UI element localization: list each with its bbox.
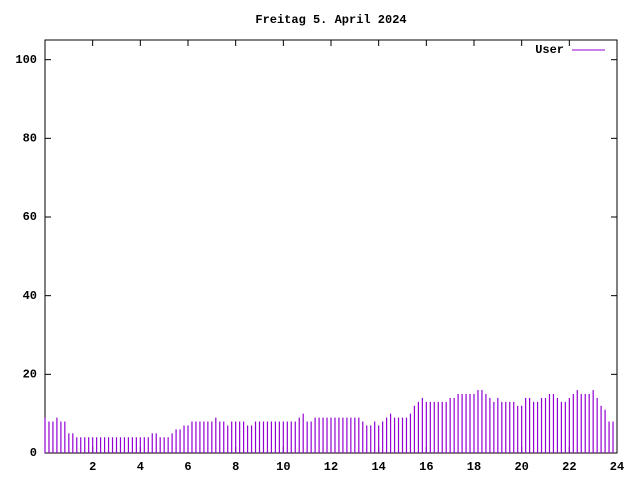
y-tick-label: 40	[23, 289, 37, 303]
x-tick-label: 10	[276, 460, 290, 474]
x-tick-label: 4	[137, 460, 144, 474]
x-tick-label: 16	[419, 460, 433, 474]
y-tick-label: 0	[30, 446, 37, 460]
x-tick-label: 12	[324, 460, 338, 474]
y-tick-label: 60	[23, 210, 37, 224]
chart-title: Freitag 5. April 2024	[255, 13, 406, 27]
x-tick-label: 24	[610, 460, 624, 474]
x-tick-label: 2	[89, 460, 96, 474]
x-tick-label: 14	[371, 460, 385, 474]
x-tick-label: 22	[562, 460, 576, 474]
y-tick-label: 100	[15, 53, 37, 67]
y-tick-label: 20	[23, 368, 37, 382]
x-tick-label: 18	[467, 460, 481, 474]
x-tick-label: 20	[514, 460, 528, 474]
y-tick-label: 80	[23, 132, 37, 146]
plot-border	[44, 39, 618, 454]
x-tick-label: 6	[184, 460, 191, 474]
legend-label: User	[535, 43, 564, 57]
x-tick-label: 8	[232, 460, 239, 474]
